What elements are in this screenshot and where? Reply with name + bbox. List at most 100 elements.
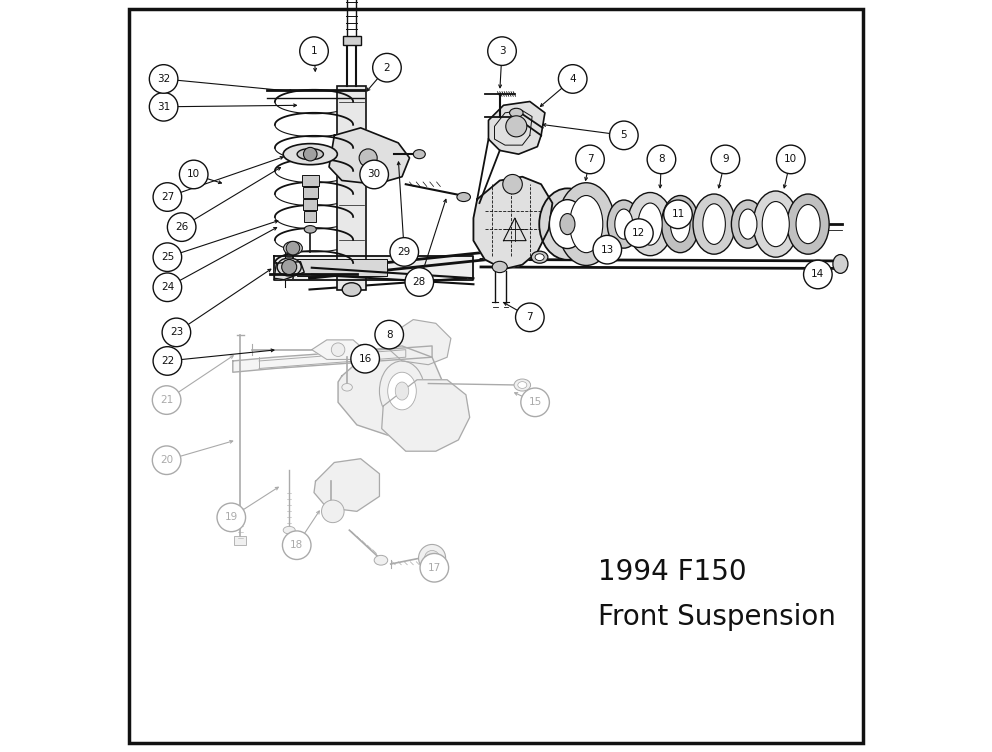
Ellipse shape [283,526,296,534]
Text: 8: 8 [658,154,665,165]
Circle shape [153,183,182,211]
Text: 29: 29 [398,247,411,257]
Ellipse shape [796,205,820,244]
Ellipse shape [731,200,765,248]
Circle shape [287,241,300,255]
Text: 17: 17 [428,562,441,573]
Text: 23: 23 [170,327,184,338]
Circle shape [300,37,328,65]
Polygon shape [473,177,553,269]
Circle shape [575,145,604,174]
Text: Front Suspension: Front Suspension [597,602,835,631]
Text: 7: 7 [586,154,593,165]
Ellipse shape [615,209,633,239]
Circle shape [283,531,311,559]
Polygon shape [233,346,433,372]
Ellipse shape [535,253,545,261]
Circle shape [664,200,692,229]
Text: 22: 22 [161,356,174,366]
Ellipse shape [739,209,757,239]
Ellipse shape [559,214,575,235]
Circle shape [405,268,434,296]
Circle shape [153,386,181,414]
Ellipse shape [662,196,699,253]
Polygon shape [387,320,451,365]
Circle shape [150,65,178,93]
Ellipse shape [342,384,352,391]
Circle shape [321,500,344,523]
Bar [303,187,317,198]
Text: 19: 19 [224,512,238,523]
Text: 2: 2 [384,62,390,73]
Ellipse shape [702,204,725,244]
Text: 25: 25 [161,252,174,262]
Text: 16: 16 [358,353,372,364]
Circle shape [282,259,297,274]
Text: 13: 13 [601,244,614,255]
Ellipse shape [379,361,425,421]
Ellipse shape [518,382,527,388]
Circle shape [304,147,317,161]
Ellipse shape [277,258,302,276]
Ellipse shape [753,191,799,257]
Circle shape [153,446,181,475]
Text: 12: 12 [632,228,646,238]
Circle shape [516,303,545,332]
Circle shape [503,174,523,194]
Text: 31: 31 [157,102,171,112]
Circle shape [558,65,587,93]
Text: 20: 20 [160,455,174,465]
Text: 9: 9 [722,154,729,165]
Ellipse shape [510,108,523,117]
Circle shape [593,235,622,264]
Circle shape [217,503,246,532]
Text: 27: 27 [161,192,174,202]
Ellipse shape [414,150,426,159]
Text: 1: 1 [310,46,317,56]
Ellipse shape [283,144,337,165]
Ellipse shape [628,193,673,256]
Ellipse shape [297,149,323,159]
Ellipse shape [558,183,615,265]
Ellipse shape [550,199,585,248]
Circle shape [488,37,516,65]
Text: 4: 4 [569,74,576,84]
Text: 18: 18 [290,540,304,550]
Polygon shape [488,102,545,154]
Circle shape [420,553,448,582]
Ellipse shape [388,372,417,410]
Circle shape [625,219,653,247]
Ellipse shape [762,202,790,247]
Circle shape [359,149,377,167]
Circle shape [153,243,182,271]
Circle shape [168,213,196,241]
Text: 7: 7 [527,312,533,323]
Text: 28: 28 [413,277,426,287]
Ellipse shape [638,203,663,245]
Circle shape [153,273,182,302]
Circle shape [153,347,182,375]
Circle shape [180,160,208,189]
Ellipse shape [833,254,848,273]
Circle shape [804,260,832,289]
Ellipse shape [395,382,409,400]
Ellipse shape [284,241,303,255]
Text: 11: 11 [672,209,684,220]
Bar [337,86,366,290]
Circle shape [373,53,401,82]
Bar [297,259,387,276]
Circle shape [425,550,439,566]
Bar [305,211,316,222]
Circle shape [162,318,190,347]
Circle shape [375,320,404,349]
Circle shape [419,544,445,572]
Text: 26: 26 [175,222,188,232]
Circle shape [331,343,345,356]
Bar [302,175,318,186]
Circle shape [711,145,740,174]
Circle shape [390,238,419,266]
Ellipse shape [540,188,595,260]
Circle shape [506,116,527,137]
Text: 32: 32 [157,74,171,84]
Text: 30: 30 [368,169,381,180]
